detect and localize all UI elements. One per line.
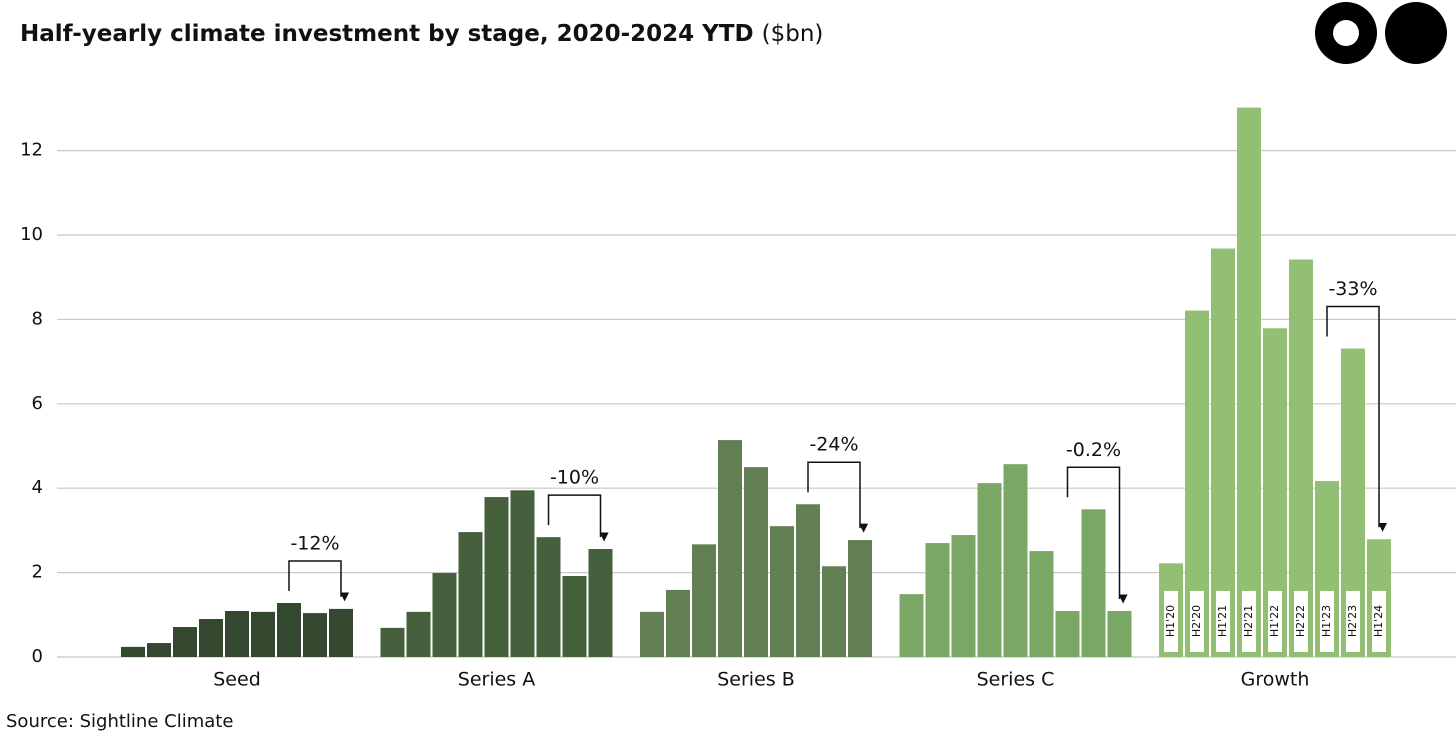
plot: 0 2 4 6 8 10 12 Seed -12% Series A -10% Series B -24…: [20, 107, 1456, 691]
source: Source: Sightline Climate: [6, 711, 233, 732]
y-tick-label: 6: [32, 393, 43, 414]
period-label: H1'23: [1320, 605, 1333, 637]
bar: [1211, 248, 1235, 658]
logo: [1315, 2, 1447, 64]
period-label: H2'20: [1190, 605, 1203, 637]
bar: [822, 566, 846, 657]
change-bracket: [547, 494, 609, 542]
bar: [718, 440, 742, 657]
bar: [277, 602, 301, 657]
bar: [1029, 551, 1054, 657]
bar: [1107, 611, 1132, 657]
bar: [484, 497, 509, 657]
period-label-box: [1372, 591, 1386, 652]
bar: [121, 646, 145, 657]
period-label: H2'23: [1346, 605, 1359, 637]
x-tick-label: Growth: [1241, 669, 1310, 691]
x-tick-label: Series C: [977, 669, 1055, 691]
bar: [432, 573, 457, 657]
y-tick-label: 2: [32, 562, 43, 583]
bar: [225, 611, 249, 657]
bar: [536, 537, 561, 657]
bar: [899, 594, 924, 657]
bar: [666, 589, 690, 657]
bar: [588, 548, 613, 657]
y-tick-label: 8: [32, 308, 43, 329]
period-label-box: [1216, 591, 1230, 652]
period-label-box: [1320, 591, 1334, 652]
bar: [796, 504, 820, 657]
bar: [744, 467, 768, 657]
period-label-box: [1164, 591, 1178, 652]
bar: [1003, 464, 1028, 657]
bar: [173, 627, 197, 657]
period-label-box: [1242, 591, 1256, 652]
period-label-box: [1268, 591, 1282, 652]
change-annotation: -10%: [550, 467, 599, 489]
y-tick-label: 10: [20, 224, 43, 245]
y-tick-label: 12: [20, 140, 43, 161]
change-bracket: [807, 461, 869, 533]
bar: [1289, 259, 1313, 657]
bar: [251, 611, 275, 657]
bar: [380, 627, 405, 657]
y-tick-label: 4: [32, 477, 43, 498]
bar: [770, 526, 794, 657]
title-unit: ($bn): [762, 21, 824, 47]
bar: [406, 611, 431, 657]
bar: [458, 532, 483, 657]
bar: [1055, 611, 1080, 657]
bar: [977, 483, 1002, 657]
period-label: H1'21: [1216, 605, 1229, 637]
change-bracket: [1066, 466, 1128, 604]
period-label-box: [1190, 591, 1204, 652]
bar: [692, 544, 716, 657]
period-label: H1'20: [1164, 605, 1177, 637]
period-label: H2'22: [1294, 605, 1307, 637]
change-annotation: -24%: [809, 434, 858, 456]
bar: [147, 643, 171, 657]
bar: [303, 613, 327, 657]
chart-title: Half-yearly climate investment by stage,…: [20, 21, 823, 47]
period-label: H1'22: [1268, 605, 1281, 637]
change-annotation: -12%: [290, 532, 339, 554]
x-tick-label: Series B: [717, 669, 795, 691]
change-bracket: [1326, 305, 1388, 532]
period-label: H2'21: [1242, 605, 1255, 637]
bar: [925, 543, 950, 657]
y-tick-label: 0: [32, 646, 43, 667]
x-tick-label: Series A: [458, 669, 535, 691]
bar: [951, 535, 976, 657]
period-label-box: [1294, 591, 1308, 652]
change-annotation: -33%: [1328, 278, 1377, 300]
bar: [562, 575, 587, 657]
change-bracket: [288, 560, 350, 602]
period-label: H1'24: [1372, 605, 1385, 637]
bar: [1081, 509, 1106, 657]
x-tick-label: Seed: [213, 669, 261, 691]
bar: [1237, 107, 1261, 657]
change-annotation: -0.2%: [1066, 439, 1121, 461]
bar: [329, 608, 353, 657]
bar: [640, 611, 664, 657]
title-main: Half-yearly climate investment by stage,…: [20, 21, 754, 47]
period-label-box: [1346, 591, 1360, 652]
bar: [199, 619, 223, 657]
bar: [848, 540, 872, 657]
bar: [510, 490, 535, 657]
